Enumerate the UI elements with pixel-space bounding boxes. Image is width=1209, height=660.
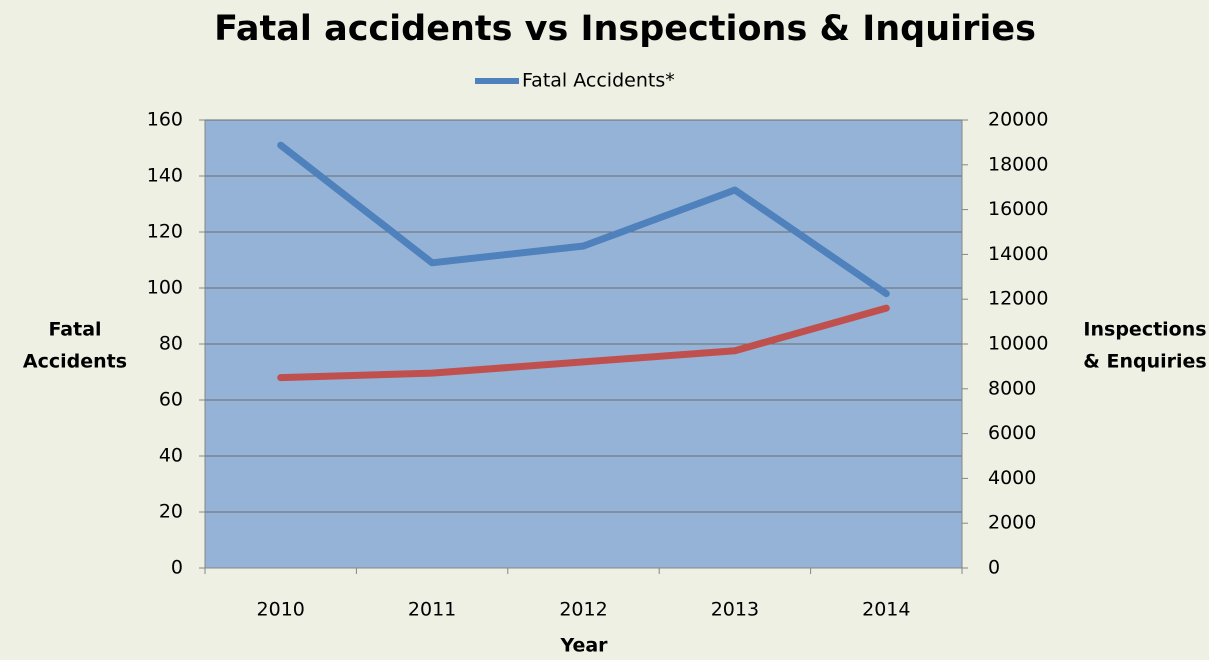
y2-tick-label: 18000 — [988, 153, 1048, 175]
y-tick-label: 140 — [147, 165, 183, 187]
y2-tick-label: 10000 — [988, 333, 1048, 355]
y-tick-label: 20 — [159, 501, 183, 523]
y-tick-label: 0 — [171, 557, 183, 579]
line-series — [277, 141, 890, 298]
y2-tick-label: 12000 — [988, 288, 1048, 310]
y-axis-label: Fatal — [48, 319, 101, 341]
y-tick-label: 80 — [159, 333, 183, 355]
y-tick-label: 120 — [147, 221, 183, 243]
y2-tick-label: 0 — [988, 557, 1000, 579]
x-tick-label: 2014 — [862, 599, 910, 621]
x-axis-label: Year — [559, 635, 608, 657]
y2-tick-label: 14000 — [988, 243, 1048, 265]
y2-tick-label: 8000 — [988, 377, 1036, 399]
y2-tick-label: 4000 — [988, 467, 1036, 489]
y-axis-label: Accidents — [23, 351, 127, 373]
y2-tick-label: 2000 — [988, 512, 1036, 534]
x-tick-label: 2011 — [408, 599, 456, 621]
line-series — [277, 304, 890, 382]
x-tick-label: 2010 — [257, 599, 305, 621]
x-tick-label: 2012 — [559, 599, 607, 621]
y2-axis-label: Inspections — [1083, 319, 1206, 341]
y-tick-label: 60 — [159, 389, 183, 411]
x-tick-label: 2013 — [711, 599, 759, 621]
y-tick-label: 100 — [147, 277, 183, 299]
y-tick-label: 40 — [159, 445, 183, 467]
y2-axis-label: & Enquiries — [1083, 351, 1206, 373]
y2-tick-label: 6000 — [988, 422, 1036, 444]
legend-label: Fatal Accidents* — [522, 70, 675, 92]
y2-tick-label: 16000 — [988, 198, 1048, 220]
chart-title: Fatal accidents vs Inspections & Inquiri… — [214, 9, 1036, 49]
y2-tick-label: 20000 — [988, 109, 1048, 131]
y-tick-label: 160 — [147, 109, 183, 131]
